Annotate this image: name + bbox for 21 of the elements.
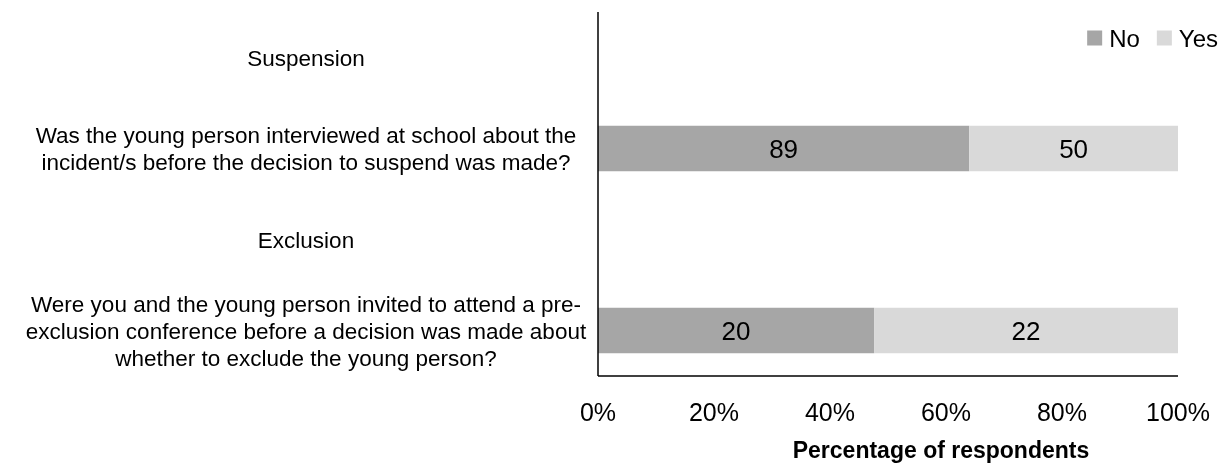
x-axis-title: Percentage of respondents xyxy=(792,437,1090,463)
y-tick-label: Suspension xyxy=(247,45,365,70)
bar xyxy=(874,307,1178,354)
legend-label: Yes xyxy=(1178,24,1218,52)
annotation: 20 xyxy=(721,315,751,346)
annotation: 22 xyxy=(1011,315,1041,346)
bar xyxy=(969,125,1178,172)
x-tick-label: 60% xyxy=(920,398,972,426)
annotation: 89 xyxy=(769,133,799,164)
y-tick-label: Exclusion xyxy=(257,227,355,252)
annotation: 50 xyxy=(1059,133,1089,164)
x-tick-label: 0% xyxy=(579,398,617,426)
x-tick-label: 80% xyxy=(1036,398,1088,426)
legend-label: No xyxy=(1109,24,1140,52)
x-tick-label: 20% xyxy=(688,398,740,426)
x-tick-label: 40% xyxy=(804,398,856,426)
y-tick-label: Were you and the young person invited to attend a pre-exclusion conference before a decision was made about whether to exclude the young person? xyxy=(25,291,587,370)
x-tick-label: 100% xyxy=(1146,398,1210,426)
bar xyxy=(598,307,875,354)
bar xyxy=(598,125,970,172)
y-tick-label: Was the young person interviewed at school about the incident/s before the decision to suspend was made? xyxy=(35,122,577,175)
